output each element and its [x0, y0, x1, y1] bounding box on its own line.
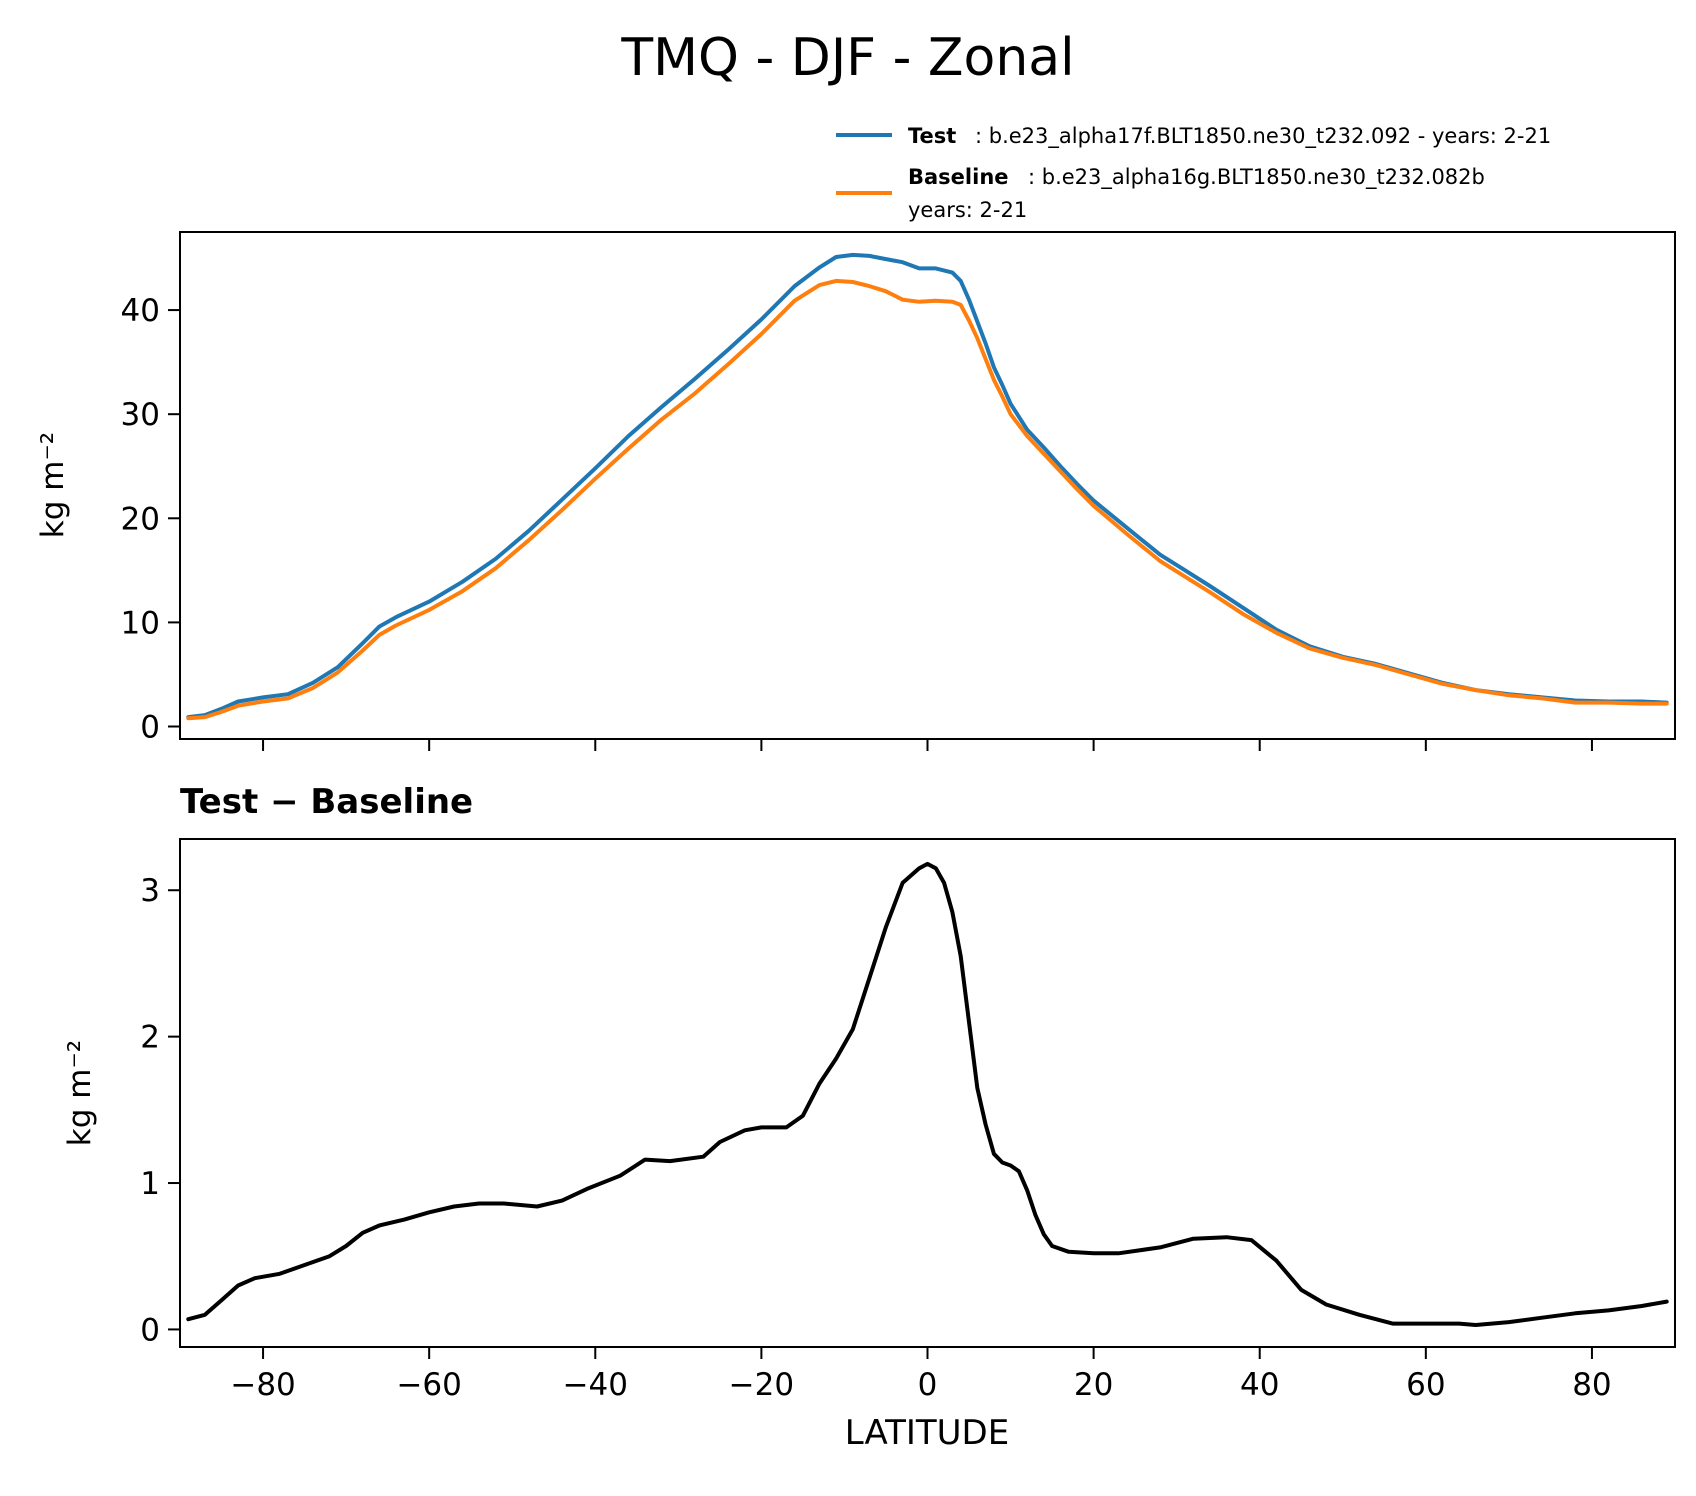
legend-test-text: : b.e23_alpha17f.BLT1850.ne30_t232.092 -…	[975, 124, 1551, 149]
x-tick-label: 60	[1406, 1367, 1445, 1403]
legend-baseline-years: years: 2-21	[908, 198, 1027, 222]
top-plot-lines	[186, 252, 1669, 721]
bottom-panel-title: Test − Baseline	[180, 782, 473, 822]
y-tick-label: 40	[121, 293, 160, 329]
y-tick-label: 20	[121, 501, 160, 537]
y-tick-label: 1	[140, 1166, 160, 1202]
bottom-x-axis: −80 −60 −40 −20 0 20 40 60 80	[230, 1347, 1612, 1403]
x-tick-label: 40	[1240, 1367, 1279, 1403]
y-tick-label: 3	[140, 873, 160, 909]
top-x-axis	[262, 739, 1593, 751]
bottom-y-axis-label: kg m⁻²	[62, 1040, 98, 1146]
x-tick-label: 0	[918, 1367, 938, 1403]
x-tick-label: 80	[1572, 1367, 1611, 1403]
y-tick-label: 0	[140, 710, 160, 746]
x-tick-label: 20	[1074, 1367, 1113, 1403]
x-axis-label: LATITUDE	[845, 1413, 1009, 1453]
legend-baseline-key: Baseline	[908, 165, 1009, 189]
series-line-test-baseline	[186, 861, 1669, 1327]
top-y-axis: 0 10 20 30 40	[121, 293, 180, 746]
y-tick-label: 0	[140, 1312, 160, 1348]
x-tick-label: −40	[563, 1367, 628, 1403]
figure-title: TMQ - DJF - Zonal	[620, 28, 1074, 88]
x-tick-label: −60	[396, 1367, 461, 1403]
legend: Test : b.e23_alpha17f.BLT1850.ne30_t232.…	[836, 124, 1551, 222]
series-line-test	[186, 252, 1669, 720]
top-plot-frame	[179, 231, 1676, 740]
series-line-baseline	[186, 278, 1669, 721]
y-tick-label: 30	[121, 397, 160, 433]
y-tick-label: 2	[140, 1020, 160, 1056]
x-tick-label: −80	[230, 1367, 295, 1403]
legend-baseline-text: : b.e23_alpha16g.BLT1850.ne30_t232.082b	[1028, 165, 1485, 190]
bottom-panel: Test − Baseline 0 1 2 3 −80 −60 −40 −20 0 20 40 60…	[62, 782, 1676, 1453]
top-y-axis-label: kg m⁻²	[35, 432, 71, 538]
legend-test-key: Test	[908, 124, 956, 148]
top-panel: 0 10 20 30 40 kg m⁻²	[35, 231, 1676, 751]
y-tick-label: 10	[121, 605, 160, 641]
bottom-plot-frame	[179, 838, 1676, 1348]
bottom-plot-lines	[186, 861, 1669, 1327]
x-tick-label: −20	[729, 1367, 794, 1403]
bottom-y-axis: 0 1 2 3	[140, 873, 180, 1348]
